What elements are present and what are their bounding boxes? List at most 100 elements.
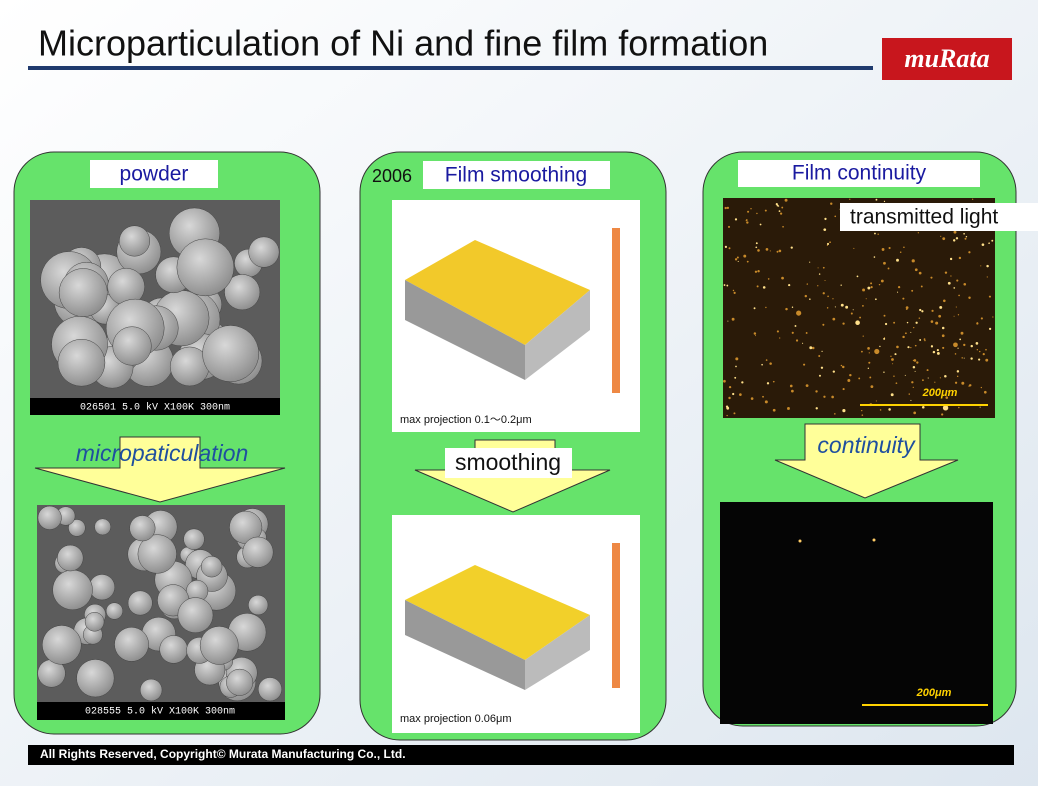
footer-bar bbox=[28, 745, 1014, 765]
light-spot bbox=[921, 405, 925, 409]
light-spot bbox=[949, 257, 953, 261]
light-spot bbox=[932, 350, 936, 354]
light-spot bbox=[840, 364, 843, 367]
light-spot bbox=[979, 350, 981, 353]
light-spot bbox=[865, 298, 867, 300]
light-spot bbox=[942, 405, 949, 411]
particle bbox=[224, 274, 261, 311]
light-spot bbox=[878, 283, 881, 286]
light-spot bbox=[870, 282, 873, 285]
light-spot bbox=[724, 206, 727, 210]
light-spot bbox=[894, 353, 897, 356]
optical-image bbox=[720, 502, 993, 724]
light-spot bbox=[924, 339, 926, 342]
light-spot bbox=[803, 363, 806, 366]
light-spot bbox=[809, 298, 811, 300]
light-spot bbox=[792, 331, 794, 334]
light-spot bbox=[893, 321, 896, 324]
light-spot bbox=[961, 381, 965, 385]
light-spot bbox=[875, 198, 878, 201]
light-spot bbox=[879, 345, 881, 348]
light-spot bbox=[926, 369, 929, 372]
light-spot bbox=[961, 357, 963, 359]
light-spot bbox=[969, 384, 972, 387]
light-spot bbox=[913, 359, 917, 362]
light-spot bbox=[745, 219, 748, 221]
light-spot bbox=[887, 267, 890, 270]
light-spot bbox=[823, 228, 827, 232]
light-spot bbox=[726, 284, 729, 287]
light-spot bbox=[767, 278, 770, 280]
panel-label: Film continuity bbox=[792, 162, 927, 185]
light-spot bbox=[936, 348, 939, 352]
particle bbox=[88, 574, 116, 601]
light-spot bbox=[930, 320, 934, 323]
light-spot bbox=[873, 256, 876, 258]
light-spot bbox=[868, 352, 870, 354]
light-spot bbox=[976, 349, 978, 351]
light-spot bbox=[788, 283, 791, 287]
label-box bbox=[840, 203, 1038, 231]
light-spot bbox=[957, 347, 959, 349]
light-spot bbox=[791, 306, 794, 308]
light-spot bbox=[755, 335, 757, 337]
light-spot bbox=[881, 248, 885, 251]
particle bbox=[200, 555, 223, 578]
light-spot bbox=[778, 249, 782, 253]
light-spot bbox=[958, 256, 962, 260]
light-spot bbox=[754, 270, 758, 273]
light-spot bbox=[735, 365, 737, 368]
light-spot bbox=[762, 395, 764, 398]
light-spot bbox=[776, 250, 779, 253]
light-spot bbox=[779, 337, 781, 339]
light-spot bbox=[941, 413, 944, 416]
light-spot bbox=[789, 384, 793, 388]
light-spot bbox=[842, 322, 845, 325]
light-spot bbox=[861, 409, 863, 412]
title: Microparticulation of Ni and fine film f… bbox=[38, 23, 768, 64]
light-spot bbox=[944, 271, 948, 274]
light-spot bbox=[822, 323, 825, 326]
light-spot bbox=[892, 363, 894, 365]
light-spot bbox=[948, 390, 950, 393]
light-spot bbox=[911, 259, 915, 263]
light-spot bbox=[798, 539, 802, 543]
light-spot bbox=[902, 335, 905, 339]
particle bbox=[127, 590, 153, 616]
light-spot bbox=[830, 202, 833, 205]
particle bbox=[76, 659, 115, 698]
light-spot bbox=[883, 314, 886, 317]
light-spot bbox=[859, 316, 862, 319]
light-spot bbox=[852, 309, 854, 311]
particle bbox=[114, 627, 149, 662]
light-spot bbox=[834, 413, 836, 415]
light-spot bbox=[883, 337, 886, 340]
light-spot bbox=[861, 414, 864, 416]
light-spot bbox=[822, 266, 825, 269]
light-spot bbox=[736, 256, 739, 259]
light-spot bbox=[970, 357, 973, 360]
afm-surface bbox=[405, 240, 590, 345]
light-spot bbox=[750, 208, 752, 210]
light-spot bbox=[965, 235, 968, 238]
light-spot bbox=[847, 378, 851, 382]
light-spot bbox=[777, 205, 780, 207]
light-spot bbox=[915, 321, 918, 324]
light-spot bbox=[855, 320, 860, 326]
light-spot bbox=[944, 374, 947, 378]
light-spot bbox=[735, 357, 739, 361]
light-spot bbox=[850, 312, 853, 315]
light-spot bbox=[750, 397, 754, 400]
light-spot bbox=[883, 371, 885, 373]
light-spot bbox=[953, 315, 955, 317]
light-spot bbox=[832, 298, 834, 300]
light-spot bbox=[753, 307, 756, 310]
light-spot bbox=[941, 326, 945, 330]
light-spot bbox=[757, 270, 760, 273]
light-spot bbox=[762, 286, 766, 289]
light-spot bbox=[823, 395, 826, 398]
light-spot bbox=[877, 233, 879, 235]
light-spot bbox=[805, 332, 808, 334]
